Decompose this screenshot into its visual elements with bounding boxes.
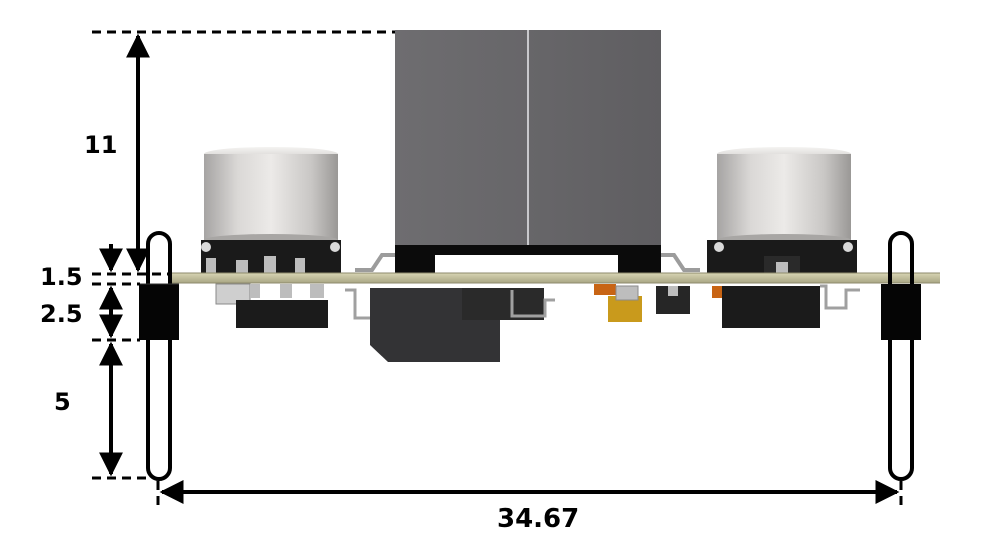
pin-left <box>139 231 179 481</box>
inductor <box>355 30 700 273</box>
dim-label-34-67: 34.67 <box>497 504 579 534</box>
dimension-arrows <box>99 33 900 504</box>
extension-lines <box>92 30 903 510</box>
capacitor-left <box>201 147 341 276</box>
bottom-components <box>215 283 860 362</box>
capacitor-right <box>707 147 857 274</box>
dim-label-11: 11 <box>84 131 117 159</box>
pin-right <box>881 231 921 481</box>
dim-label-2-5: 2.5 <box>40 300 83 328</box>
dim-label-1-5: 1.5 <box>40 263 83 291</box>
pcb-board <box>170 272 940 284</box>
dim-label-5: 5 <box>54 388 71 416</box>
